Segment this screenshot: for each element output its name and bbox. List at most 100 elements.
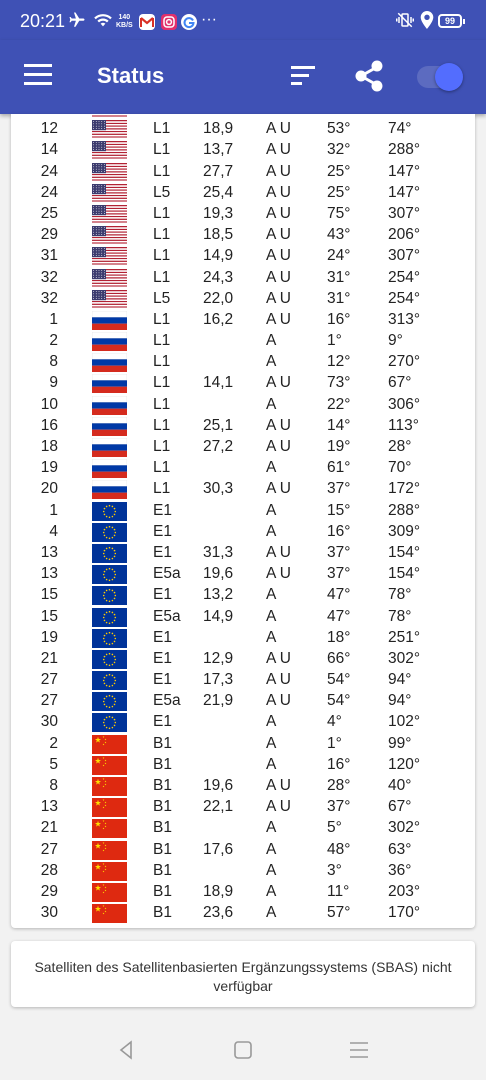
status-flags: A U	[266, 289, 291, 307]
signal-strength: 17,3	[203, 671, 234, 689]
azimuth: 102°	[388, 713, 421, 731]
back-icon[interactable]	[114, 1038, 138, 1062]
recents-icon[interactable]	[347, 1038, 371, 1062]
us-flag-icon	[92, 120, 127, 140]
azimuth: 40°	[388, 777, 412, 794]
frequency-band: L1	[153, 226, 171, 244]
azimuth: 147°	[388, 162, 421, 180]
table-row: 20 L1 30,3 A U 37° 172°	[11, 478, 475, 500]
azimuth: 251°	[388, 628, 421, 646]
frequency-band: L1	[153, 204, 171, 222]
us-flag-icon	[92, 162, 127, 182]
frequency-band: B1	[153, 755, 172, 773]
signal-strength: 25,1	[203, 416, 234, 434]
satellite-id: 29	[40, 226, 58, 244]
table-row: 13 E5a 19,6 A U 37° 154°	[11, 563, 475, 585]
frequency-band: E1	[153, 628, 172, 646]
frequency-band: L1	[153, 120, 171, 138]
satellite-id: 20	[40, 480, 58, 498]
eu-flag-icon	[92, 671, 127, 691]
frequency-band: E1	[153, 586, 172, 604]
status-flags: A U	[266, 310, 291, 328]
azimuth: 78°	[388, 607, 412, 625]
china-flag-icon	[92, 819, 127, 839]
signal-strength: 17,6	[203, 840, 234, 858]
toggle-knob[interactable]	[435, 63, 463, 91]
china-flag-icon	[92, 734, 127, 754]
azimuth: 254°	[388, 268, 421, 286]
table-row: 27 E1 17,3 A U 54° 94°	[11, 669, 475, 691]
toggle-switch[interactable]	[417, 63, 463, 91]
frequency-band: E1	[153, 713, 172, 731]
status-flags: A U	[266, 226, 291, 244]
table-row: 19 E1 A 18° 251°	[11, 627, 475, 648]
elevation: 18°	[327, 628, 351, 646]
satellite-id: 27	[40, 692, 58, 710]
table-row: 28 B1 A 3° 36°	[11, 860, 475, 881]
sort-icon[interactable]	[291, 66, 317, 86]
eu-flag-icon	[92, 565, 127, 585]
satellite-id: 14	[40, 141, 58, 159]
us-flag-icon	[92, 289, 127, 309]
frequency-band: B1	[153, 798, 172, 816]
satellite-id: 28	[40, 861, 58, 879]
azimuth: 78°	[388, 586, 412, 604]
azimuth: 302°	[388, 819, 421, 837]
signal-strength: 21,9	[203, 692, 234, 710]
status-flags: A	[266, 522, 277, 540]
signal-strength: 19,6	[203, 777, 234, 794]
satellite-id: 13	[40, 798, 58, 816]
signal-strength: 14,9	[203, 607, 234, 625]
status-flags: A	[266, 713, 277, 731]
table-row: 8 B1 19,6 A U 28° 40°	[11, 775, 475, 796]
frequency-band: B1	[153, 882, 172, 900]
satellite-id: 1	[49, 501, 58, 519]
status-flags: A U	[266, 692, 291, 710]
satellite-id: 30	[40, 904, 58, 922]
elevation: 1°	[327, 332, 342, 350]
russia-flag-icon	[91, 437, 128, 457]
status-flags: A U	[266, 162, 291, 180]
elevation: 5°	[327, 819, 342, 837]
us-flag-icon	[92, 183, 127, 203]
gmail-icon	[139, 14, 155, 30]
azimuth: 147°	[388, 183, 421, 201]
elevation: 31°	[327, 268, 351, 286]
satellite-id: 9	[11, 114, 58, 117]
elevation: 15°	[327, 501, 351, 519]
status-flags: A	[266, 734, 277, 752]
azimuth: 154°	[388, 543, 421, 561]
satellite-id: 2	[49, 734, 58, 752]
satellite-id: 31	[40, 247, 58, 265]
frequency-band: E1	[153, 501, 172, 519]
status-flags: A	[266, 628, 277, 646]
azimuth: 154°	[388, 565, 421, 583]
azimuth: 309°	[388, 522, 421, 540]
signal-strength: 13,7	[203, 141, 234, 159]
signal-strength: 25,4	[203, 183, 234, 201]
satellite-id: 13	[40, 565, 58, 583]
table-row: 32 L5 22,0 A U 31° 254°	[11, 288, 475, 309]
elevation: 47°	[327, 607, 351, 625]
satellite-id: 12	[40, 120, 58, 138]
elevation: 16°	[327, 522, 351, 540]
vibrate-icon	[394, 10, 416, 30]
signal-strength: 13,2	[203, 586, 234, 604]
home-icon[interactable]	[231, 1038, 255, 1062]
signal-strength: 14,9	[203, 247, 234, 265]
azimuth: 45°	[388, 114, 411, 117]
menu-icon[interactable]	[24, 64, 52, 86]
status-flags: A	[266, 459, 277, 477]
elevation: 20°	[327, 114, 350, 117]
elevation: 16°	[327, 755, 351, 773]
elevation: 14°	[327, 416, 351, 434]
table-row: 30 B1 23,6 A 57° 170°	[11, 902, 475, 924]
share-icon[interactable]	[352, 58, 386, 94]
elevation: 3°	[327, 861, 342, 879]
azimuth: 74°	[388, 120, 412, 138]
satellite-id: 8	[49, 777, 58, 794]
russia-flag-icon	[91, 395, 128, 415]
signal-strength: 23,6	[203, 904, 234, 922]
azimuth: 9°	[388, 332, 403, 350]
